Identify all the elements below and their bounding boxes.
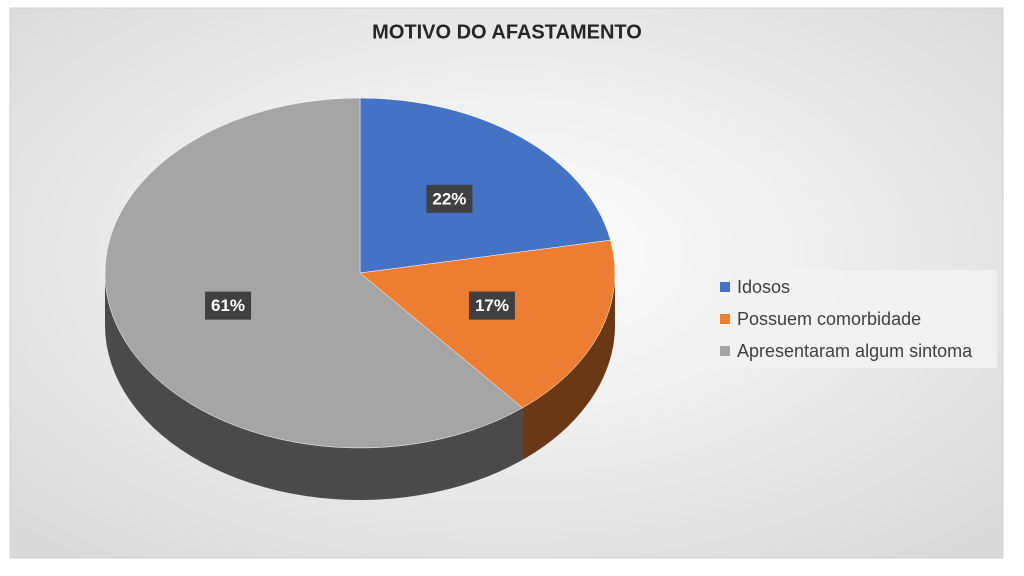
data-label: 61% <box>211 296 245 315</box>
data-label: 22% <box>432 189 466 208</box>
pie-slice <box>359 239 616 409</box>
legend-label: Idosos <box>737 277 790 297</box>
data-label-box <box>468 291 515 320</box>
legend-swatch <box>720 346 730 356</box>
chart-title: MOTIVO DO AFASTAMENTO <box>372 21 642 43</box>
data-label: 17% <box>475 296 509 315</box>
legend-label: Possuem comorbidade <box>737 309 921 329</box>
data-label-box <box>426 184 473 213</box>
legend-swatch <box>720 314 730 324</box>
legend-box <box>711 270 997 368</box>
pie-slice <box>104 97 523 449</box>
pie-side <box>522 273 615 460</box>
data-label-box <box>205 291 252 320</box>
pie-slice <box>359 97 611 274</box>
legend-label: Apresentaram algum sintoma <box>737 341 973 361</box>
legend-swatch <box>720 282 730 292</box>
pie-side <box>105 273 523 500</box>
